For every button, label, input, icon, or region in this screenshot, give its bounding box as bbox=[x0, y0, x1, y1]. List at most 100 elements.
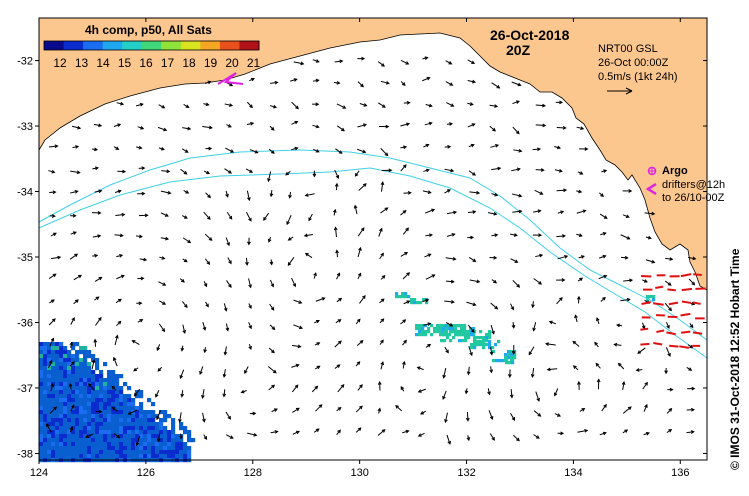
sst-pixel bbox=[123, 422, 128, 427]
sst-pixel bbox=[131, 426, 136, 431]
sst-pixel bbox=[71, 370, 76, 375]
sst-pixel bbox=[55, 406, 60, 411]
drifter-track bbox=[679, 345, 690, 349]
sst-pixel bbox=[87, 454, 92, 459]
current-vector bbox=[554, 388, 559, 396]
sst-pixel bbox=[59, 446, 64, 451]
current-vector bbox=[267, 171, 272, 182]
current-vector bbox=[334, 169, 339, 179]
current-vector bbox=[510, 389, 513, 398]
current-vector-head bbox=[516, 283, 521, 288]
sst-pixel bbox=[63, 366, 68, 371]
current-vector-head bbox=[380, 361, 385, 366]
current-vector-head bbox=[637, 350, 642, 354]
sst-pixel bbox=[43, 374, 48, 379]
current-vector bbox=[93, 123, 102, 127]
sst-pixel bbox=[47, 406, 52, 411]
sst-pixel bbox=[171, 442, 176, 447]
current-vector-head bbox=[295, 363, 300, 368]
current-vector bbox=[71, 125, 81, 129]
current-vector bbox=[513, 149, 522, 152]
sst-pixel bbox=[51, 358, 56, 363]
sst-pixel bbox=[171, 426, 176, 431]
current-vector bbox=[442, 390, 447, 400]
current-vector-head bbox=[450, 279, 455, 284]
sst-pixel bbox=[55, 414, 60, 419]
current-vector-head bbox=[528, 351, 533, 356]
current-vector-head bbox=[518, 148, 523, 153]
current-vector bbox=[576, 210, 586, 214]
sst-pixel bbox=[59, 374, 64, 379]
sst-pixel bbox=[87, 450, 92, 455]
sst-pixel bbox=[395, 295, 399, 299]
current-vector-head bbox=[164, 213, 169, 217]
current-vector bbox=[128, 409, 138, 415]
land-australia bbox=[38, 17, 708, 291]
sst-pixel bbox=[43, 450, 48, 455]
current-vector-head bbox=[625, 214, 630, 219]
current-vector bbox=[160, 212, 169, 217]
current-vector-head bbox=[314, 385, 319, 390]
current-vector-head bbox=[57, 255, 62, 260]
sst-pixel bbox=[79, 414, 84, 419]
sst-pixel bbox=[95, 358, 100, 363]
sst-pixel bbox=[47, 446, 52, 451]
sst-pixel bbox=[87, 362, 92, 367]
sst-pixel bbox=[418, 333, 422, 337]
sst-pixel bbox=[103, 378, 108, 383]
current-vector-head bbox=[184, 149, 189, 153]
current-vector-head bbox=[617, 362, 622, 367]
current-vector-head bbox=[223, 351, 228, 356]
sst-pixel bbox=[43, 346, 48, 351]
sst-pixel bbox=[179, 438, 184, 443]
sst-pixel bbox=[159, 422, 164, 427]
sst-pixel bbox=[83, 410, 88, 415]
sst-pixel bbox=[75, 382, 80, 387]
colorbar-tick-label: 20 bbox=[225, 56, 239, 70]
sst-pixel bbox=[67, 398, 72, 403]
sst-pixel bbox=[119, 442, 124, 447]
sst-pixel bbox=[39, 354, 44, 359]
sst-pixel bbox=[107, 402, 112, 407]
current-vector-head bbox=[362, 149, 367, 154]
current-vector-head bbox=[248, 284, 252, 289]
sst-pixel bbox=[67, 390, 72, 395]
sst-pixel bbox=[99, 402, 104, 407]
sst-pixel bbox=[463, 324, 467, 328]
sst-pixel bbox=[135, 426, 140, 431]
sst-pixel bbox=[43, 378, 48, 383]
current-vector bbox=[444, 168, 454, 172]
current-vector-head bbox=[304, 252, 309, 257]
sst-pixel bbox=[127, 414, 132, 419]
sst-pixel bbox=[439, 330, 443, 334]
current-vector bbox=[533, 322, 537, 331]
sst-pixel bbox=[107, 430, 112, 435]
current-vector-head bbox=[144, 213, 149, 218]
current-vector-head bbox=[121, 212, 126, 217]
sst-pixel bbox=[59, 350, 64, 355]
sst-pixel bbox=[482, 346, 486, 350]
sst-pixel bbox=[71, 434, 76, 439]
sst-pixel bbox=[179, 446, 184, 451]
current-vector bbox=[445, 280, 454, 283]
current-vector-head bbox=[427, 322, 432, 326]
sst-pixel bbox=[59, 366, 64, 371]
current-vector-head bbox=[338, 297, 343, 302]
sst-pixel bbox=[485, 333, 489, 337]
current-vector-head bbox=[669, 257, 674, 261]
current-vector-head bbox=[359, 405, 363, 410]
sst-pixel bbox=[482, 343, 486, 347]
current-vector bbox=[512, 434, 520, 442]
sst-pixel bbox=[71, 422, 76, 427]
current-vector-head bbox=[407, 191, 412, 195]
sst-pixel bbox=[425, 301, 429, 305]
current-vector-head bbox=[532, 327, 536, 332]
current-vector-head bbox=[645, 431, 650, 436]
sst-pixel bbox=[55, 438, 60, 443]
drifter-marker-icon bbox=[645, 182, 657, 196]
current-vector-head bbox=[119, 253, 124, 258]
current-vector-head bbox=[229, 435, 234, 439]
current-vector bbox=[291, 364, 299, 368]
current-vector-head bbox=[405, 61, 410, 65]
current-vector-head bbox=[666, 325, 670, 330]
